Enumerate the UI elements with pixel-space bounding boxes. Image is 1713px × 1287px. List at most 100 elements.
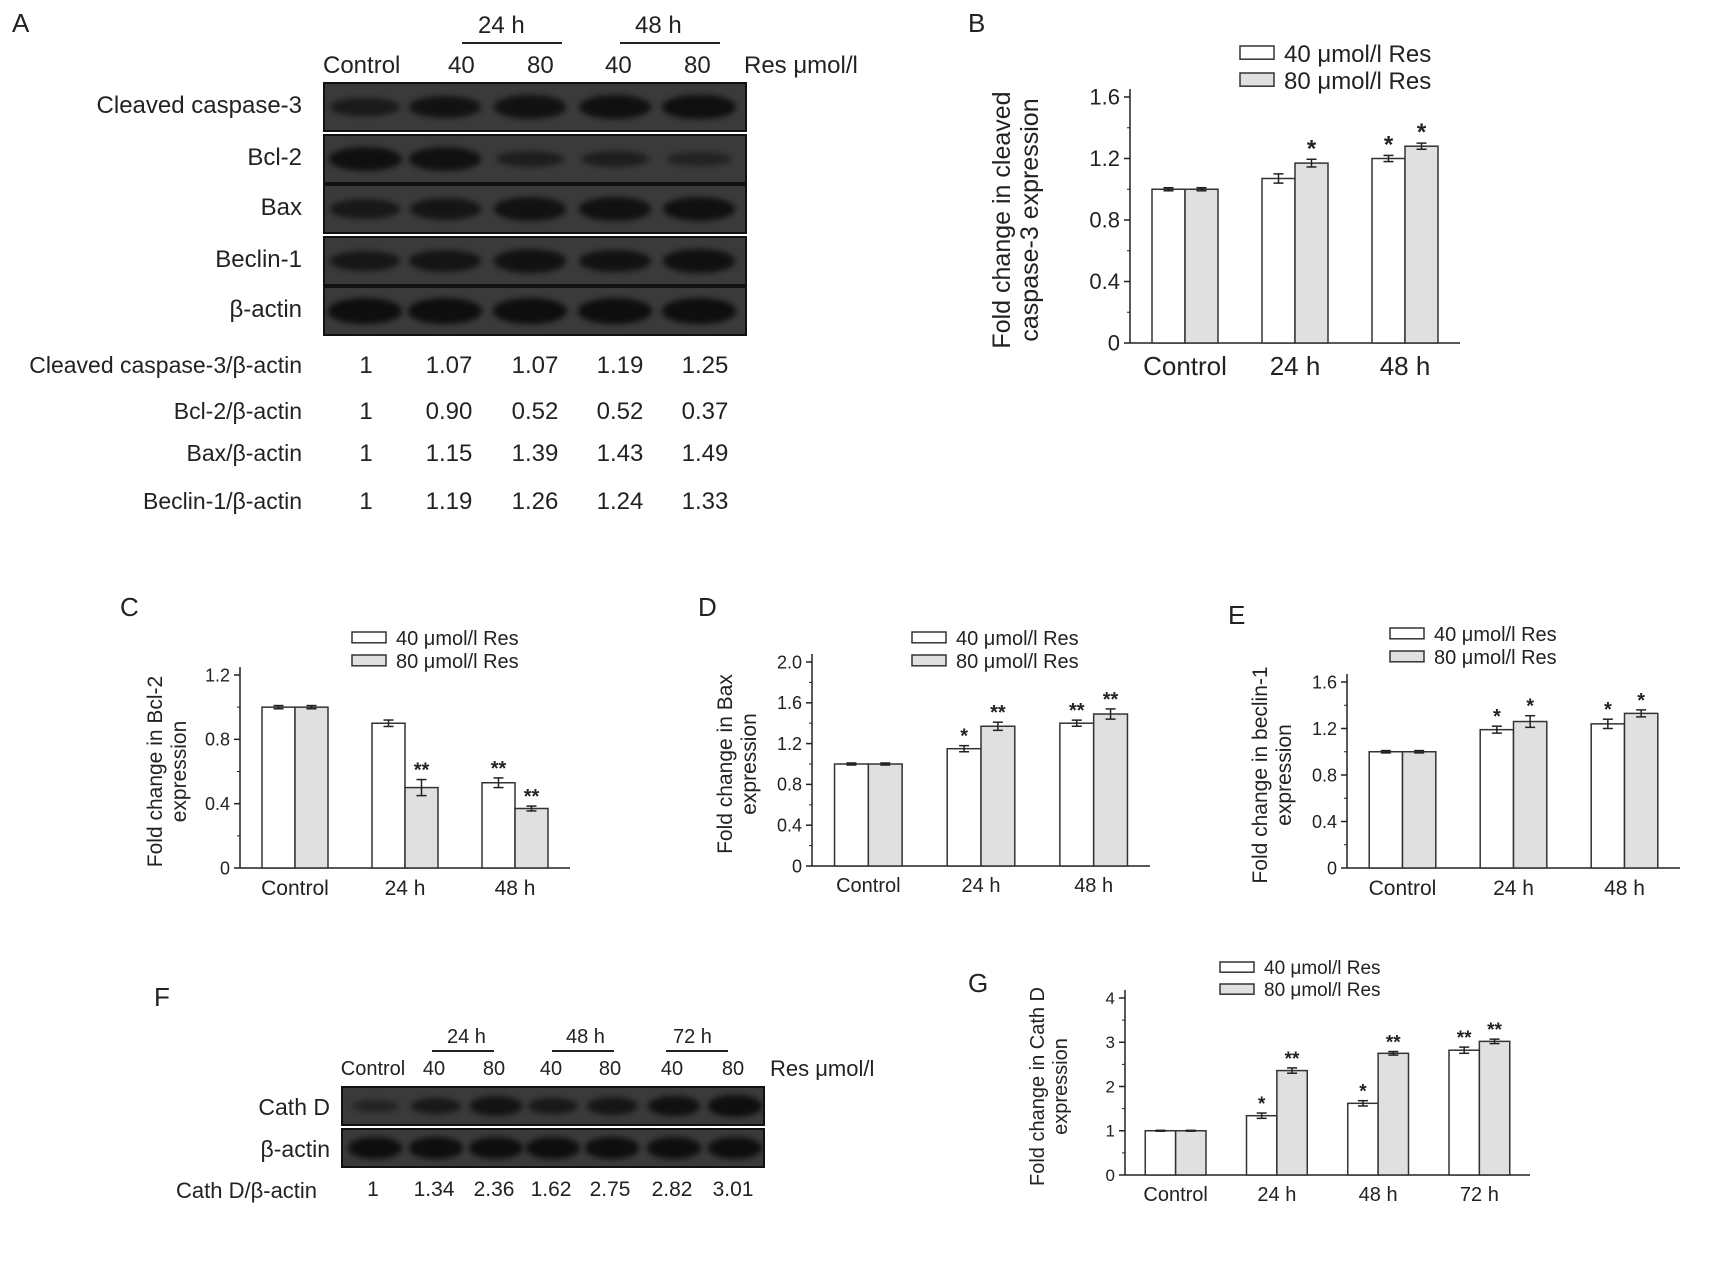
ratio-value: 1.07: [511, 352, 559, 379]
protein-band: [330, 97, 400, 117]
y-tick-label: 4: [1106, 989, 1115, 1008]
blot-strip: [323, 184, 747, 234]
bar: [833, 763, 870, 867]
protein-band: [408, 147, 482, 171]
significance-mark: **: [524, 786, 540, 808]
protein-band: [662, 196, 736, 222]
bar: [261, 706, 296, 869]
y-tick-label: 1.2: [777, 734, 802, 754]
y-axis-label: Fold change in beclin-1: [1249, 666, 1272, 883]
lane-label: 40: [660, 1058, 684, 1080]
bar: [371, 722, 406, 869]
blot-row-label: Cath D: [258, 1094, 330, 1120]
blot-row-label: β-actin: [229, 296, 303, 323]
protein-band: [408, 298, 482, 324]
protein-band: [581, 150, 649, 168]
ratio-value: 2.75: [589, 1178, 631, 1201]
lane-label: 80: [598, 1058, 622, 1080]
ratio-value: 2.82: [651, 1178, 693, 1201]
protein-band: [662, 298, 736, 324]
panel-letter-g: G: [968, 968, 989, 998]
protein-band: [493, 95, 567, 119]
x-tick-label: 48 h: [1380, 351, 1431, 381]
ratio-label: Cleaved caspase-3/β-actin: [29, 352, 302, 378]
legend-swatch: [911, 654, 947, 667]
y-tick-label: 2: [1106, 1077, 1115, 1096]
significance-mark: **: [414, 760, 430, 782]
time-bracket-72h: [666, 1050, 728, 1052]
x-tick-label: Control: [1143, 351, 1227, 381]
y-tick-label: 0.4: [1312, 812, 1337, 832]
protein-band: [578, 94, 652, 120]
x-tick-label: Control: [1143, 1184, 1207, 1206]
significance-mark: *: [1493, 706, 1501, 728]
ratio-value: 2.36: [473, 1178, 515, 1201]
protein-band: [578, 298, 652, 324]
legend-swatch: [1239, 45, 1275, 60]
ratio-value: 1.15: [425, 440, 473, 467]
unit-label: Res μmol/l: [770, 1056, 875, 1081]
ratio-value: 3.01: [712, 1178, 754, 1201]
legend-swatch: [351, 631, 387, 644]
time-bracket-48h: [620, 42, 720, 44]
time-label-72h: 72 h: [673, 1026, 712, 1048]
protein-band: [493, 249, 567, 273]
legend-label: 80 μmol/l Res: [396, 651, 519, 673]
bar: [1245, 1114, 1278, 1176]
bar: [1368, 751, 1404, 869]
y-tick-label: 1.6: [1312, 672, 1337, 692]
y-tick-label: 1.6: [777, 693, 802, 713]
bar: [946, 747, 982, 867]
lane-label: 80: [482, 1058, 506, 1080]
lane-label-control: Control: [340, 1058, 406, 1080]
significance-mark: *: [1359, 1082, 1367, 1103]
y-tick-label: 2.0: [777, 652, 802, 672]
protein-band: [586, 1097, 638, 1115]
protein-band: [527, 1097, 579, 1115]
protein-band: [469, 1137, 523, 1159]
y-tick-label: 0: [1327, 858, 1337, 878]
bar: [1512, 720, 1548, 869]
protein-band: [328, 146, 402, 172]
blot-strip: [323, 286, 747, 336]
bar: [514, 807, 549, 869]
y-tick-label: 0.8: [1089, 208, 1120, 233]
bar: [1347, 1102, 1379, 1176]
bar: [1174, 1130, 1207, 1176]
protein-band: [328, 298, 402, 324]
protein-band: [470, 1096, 522, 1116]
blot-row-label: Cleaved caspase-3: [96, 92, 302, 119]
protein-band: [708, 1095, 762, 1117]
lane-label: 40: [422, 1058, 446, 1080]
time-bracket-48h: [552, 1050, 614, 1052]
y-axis-label: expression: [738, 713, 761, 815]
significance-mark: *: [1526, 696, 1534, 718]
protein-band: [493, 298, 567, 324]
bar: [867, 763, 903, 867]
bar: [1448, 1049, 1481, 1176]
x-tick-label: 24 h: [1257, 1184, 1296, 1206]
ratio-label: Beclin-1/β-actin: [143, 488, 302, 514]
x-tick-label: 24 h: [962, 875, 1001, 897]
ratio-value: 1.25: [681, 352, 729, 379]
legend-swatch: [1239, 72, 1275, 87]
ratio-value: 1.34: [413, 1178, 455, 1201]
protein-band: [496, 150, 564, 168]
ratio-value: 1.62: [530, 1178, 572, 1201]
x-tick-label: Control: [1369, 877, 1437, 900]
bar: [1276, 1069, 1308, 1176]
lane-label: 80: [684, 52, 711, 79]
lane-label-control: Control: [323, 52, 401, 79]
protein-band: [647, 1137, 701, 1159]
y-tick-label: 0: [792, 856, 802, 876]
ratio-value: 1: [367, 1178, 379, 1201]
ratio-value: 0.37: [681, 398, 729, 425]
protein-band: [665, 152, 733, 166]
ratio-value: 1: [359, 398, 373, 425]
bar: [1294, 162, 1329, 344]
panel-letter-a: A: [12, 8, 30, 38]
protein-band: [409, 1137, 463, 1159]
protein-band: [409, 250, 481, 272]
time-label-48h: 48 h: [566, 1026, 605, 1048]
